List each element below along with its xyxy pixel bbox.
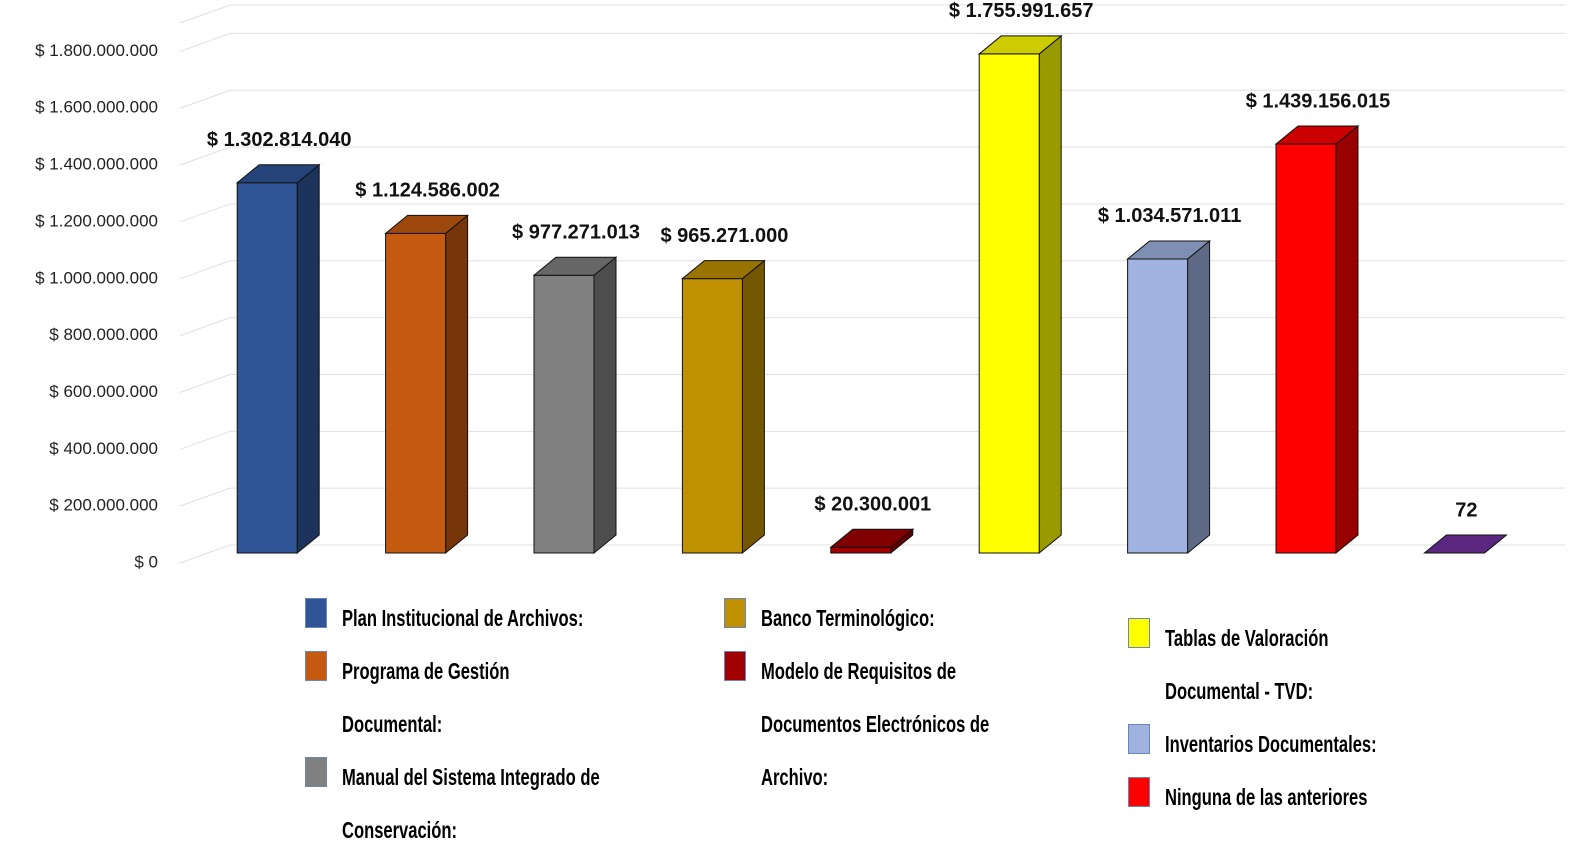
- bar-side: [1038, 34, 1062, 555]
- y-tick-label: $ 400.000.000: [49, 439, 158, 458]
- legend-label: Modelo de Requisitos de Documentos Elect…: [761, 658, 990, 790]
- legend-item: Manual del Sistema Integrado de Conserva…: [305, 751, 602, 857]
- legend-label: Plan Institucional de Archivos:: [342, 605, 584, 631]
- legend-label: Inventarios Documentales:: [1165, 731, 1377, 757]
- legend-item: Inventarios Documentales:: [1128, 718, 1425, 771]
- grid-line: [179, 487, 1565, 507]
- legend-label: Ninguna de las anteriores: [1165, 784, 1368, 810]
- value-label: $ 1.439.156.015: [1246, 90, 1391, 112]
- bar-front: [1127, 258, 1189, 554]
- grid-line: [179, 430, 1565, 450]
- bar-front: [385, 232, 447, 554]
- bar-top: [680, 260, 766, 280]
- bar-top: [384, 214, 470, 234]
- bar-side: [593, 256, 617, 555]
- y-tick-label: $ 600.000.000: [49, 382, 158, 401]
- legend-swatch: [305, 651, 327, 681]
- value-label: $ 20.300.001: [814, 494, 931, 516]
- bar-top: [1274, 125, 1360, 145]
- value-label: 72: [1455, 499, 1477, 521]
- bar-side: [741, 259, 765, 555]
- y-tick-label: $ 0: [134, 552, 158, 571]
- value-label: $ 977.271.013: [512, 222, 640, 244]
- grid-line: [179, 317, 1565, 337]
- value-label: $ 965.271.000: [660, 225, 788, 247]
- bar-top: [829, 528, 915, 548]
- bar: [1126, 239, 1212, 555]
- legend-swatch: [305, 598, 327, 628]
- grid-frame: [179, 4, 231, 24]
- bar: [235, 163, 321, 555]
- value-label: $ 1.124.586.002: [355, 180, 500, 202]
- legend-swatch: [724, 598, 746, 628]
- legend-column: Plan Institucional de Archivos: Programa …: [305, 592, 602, 857]
- y-tick-label: $ 1.400.000.000: [35, 155, 158, 174]
- bar-front: [533, 274, 595, 554]
- bar-top: [532, 256, 618, 276]
- value-label: $ 1.755.991.657: [949, 0, 1094, 22]
- y-tick-label: $ 1.000.000.000: [35, 268, 158, 287]
- bar: [1422, 534, 1508, 554]
- value-label: $ 1.302.814.040: [207, 129, 352, 151]
- bar: [680, 259, 766, 555]
- grid-line: [179, 260, 1565, 280]
- bar-side: [445, 214, 469, 555]
- grid-line: [179, 146, 1565, 166]
- y-tick-label: $ 1.600.000.000: [35, 98, 158, 117]
- grid-line: [179, 203, 1565, 223]
- bar: [532, 256, 618, 555]
- legend-swatch: [1128, 618, 1150, 648]
- y-tick-label: $ 800.000.000: [49, 325, 158, 344]
- legend-item: Tablas de Valoración Documental - TVD:: [1128, 612, 1425, 718]
- y-tick-label: $ 1.800.000.000: [35, 41, 158, 60]
- legend-item: Plan Institucional de Archivos:: [305, 592, 602, 645]
- legend-label: Banco Terminológico:: [761, 605, 935, 631]
- grid-line: [179, 89, 1565, 109]
- legend-column: Tablas de Valoración Documental - TVD: In…: [1128, 612, 1425, 824]
- bar: [977, 34, 1063, 555]
- bar-side: [1187, 239, 1211, 555]
- legend-swatch: [305, 757, 327, 787]
- bar-side: [296, 163, 320, 555]
- legend-swatch: [1128, 724, 1150, 754]
- bar: [829, 528, 915, 555]
- bar-top: [1422, 534, 1508, 554]
- value-label: $ 1.034.571.011: [1098, 205, 1241, 227]
- grid-line: [179, 544, 1565, 564]
- bar-front: [681, 278, 743, 554]
- bar-front: [830, 546, 892, 554]
- legend-item: Ninguna de las anteriores: [1128, 771, 1425, 824]
- bar-top: [235, 164, 321, 184]
- grid-line: [179, 373, 1565, 393]
- legend-item: Programa de Gestión Documental:: [305, 645, 602, 751]
- legend-label: Programa de Gestión Documental:: [342, 658, 510, 737]
- bar-side: [1335, 124, 1359, 555]
- legend-swatch: [724, 651, 746, 681]
- legend-label: Tablas de Valoración Documental - TVD:: [1165, 625, 1329, 704]
- bar-front: [236, 182, 298, 554]
- y-tick-label: $ 200.000.000: [49, 496, 158, 515]
- bar: [1274, 124, 1360, 555]
- bar: [384, 214, 470, 555]
- legend-item: Banco Terminológico:: [724, 592, 1021, 645]
- bar-front: [978, 53, 1040, 554]
- legend-column: Banco Terminológico: Modelo de Requisitos…: [724, 592, 1021, 804]
- grid-line: [179, 32, 1565, 52]
- bar-top: [1126, 240, 1212, 260]
- legend-swatch: [1128, 777, 1150, 807]
- legend-item: Modelo de Requisitos de Documentos Elect…: [724, 645, 1021, 804]
- bar-top: [977, 35, 1063, 55]
- legend-label: Manual del Sistema Integrado de Conserva…: [342, 764, 600, 843]
- bar-front: [1275, 143, 1337, 554]
- y-tick-label: $ 1.200.000.000: [35, 211, 158, 230]
